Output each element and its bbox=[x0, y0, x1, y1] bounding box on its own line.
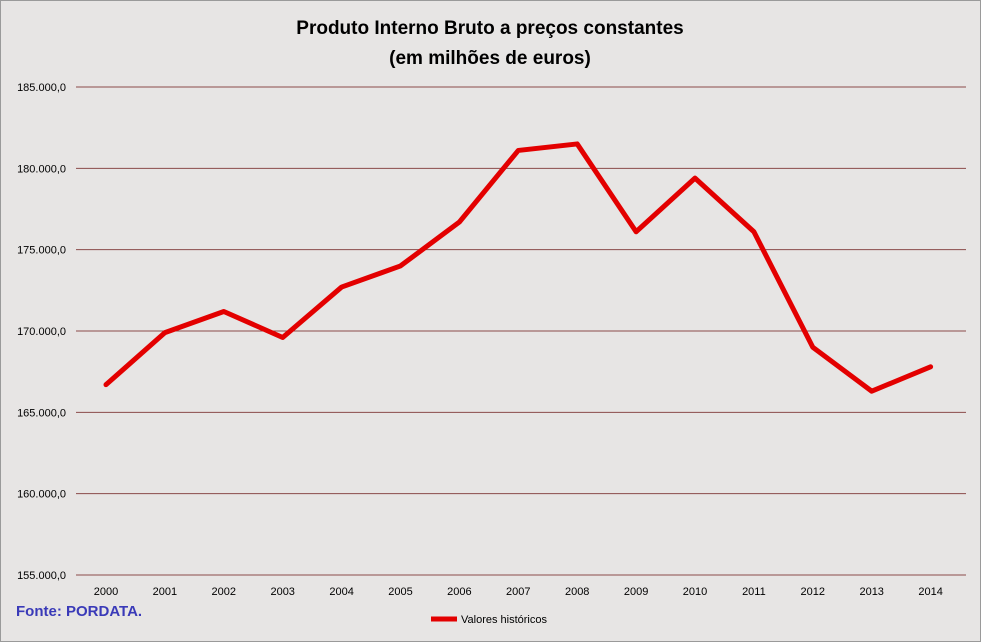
data-point bbox=[281, 336, 285, 340]
x-tick-label: 2006 bbox=[447, 586, 471, 598]
data-point bbox=[340, 285, 344, 289]
x-tick-label: 2013 bbox=[859, 586, 883, 598]
source-note: Fonte: PORDATA. bbox=[16, 603, 143, 620]
x-tick-label: 2002 bbox=[212, 586, 236, 598]
data-point bbox=[870, 389, 874, 393]
series-group bbox=[103, 141, 934, 394]
legend-label: Valores históricos bbox=[461, 614, 547, 626]
x-tick-label: 2004 bbox=[329, 586, 353, 598]
legend: Valores históricos bbox=[431, 614, 547, 626]
data-point bbox=[104, 383, 108, 387]
data-point bbox=[399, 264, 402, 268]
x-tick-label: 2010 bbox=[683, 586, 707, 598]
x-tick-label: 2011 bbox=[742, 586, 766, 598]
x-tick-label: 2012 bbox=[801, 586, 825, 598]
data-point bbox=[516, 148, 520, 152]
x-tick-label: 2005 bbox=[388, 586, 412, 598]
y-tick-label: 180.000,0 bbox=[17, 163, 66, 175]
y-axis-ticks: 155.000,0 160.000,0 165.000,0 170.000,0 175.… bbox=[17, 82, 66, 582]
y-tick-label: 155.000,0 bbox=[17, 570, 66, 582]
series-line bbox=[103, 141, 934, 394]
data-point bbox=[634, 230, 638, 234]
x-axis-ticks: 2000 2001 2002 2003 2004 2005 2006 2007 2008 2009… bbox=[94, 586, 943, 598]
y-tick-label: 175.000,0 bbox=[17, 245, 66, 257]
x-tick-label: 2007 bbox=[506, 586, 530, 598]
data-point bbox=[752, 230, 756, 234]
y-tick-label: 160.000,0 bbox=[17, 489, 66, 501]
x-tick-label: 2001 bbox=[153, 586, 177, 598]
chart-subtitle: (em milhões de euros) bbox=[389, 48, 591, 69]
data-point bbox=[163, 331, 167, 335]
data-point bbox=[457, 220, 461, 224]
chart-title: Produto Interno Bruto a preços constante… bbox=[296, 18, 683, 39]
gridlines bbox=[76, 86, 966, 576]
y-tick-label: 165.000,0 bbox=[17, 407, 66, 419]
data-point bbox=[575, 142, 579, 146]
x-tick-label: 2009 bbox=[624, 586, 648, 598]
data-point bbox=[222, 309, 226, 313]
data-point bbox=[811, 345, 815, 349]
x-tick-label: 2014 bbox=[918, 586, 942, 598]
data-point bbox=[693, 176, 697, 180]
x-tick-label: 2003 bbox=[270, 586, 294, 598]
y-tick-label: 170.000,0 bbox=[17, 326, 66, 338]
y-tick-label: 185.000,0 bbox=[17, 82, 66, 94]
x-tick-label: 2000 bbox=[94, 586, 118, 598]
x-tick-label: 2008 bbox=[565, 586, 589, 598]
data-point bbox=[929, 365, 933, 369]
